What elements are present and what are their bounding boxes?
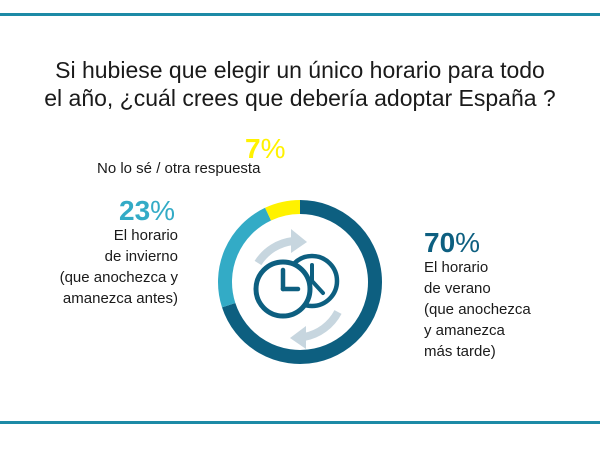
- pct-label-unsure: 7%: [245, 134, 285, 164]
- label-winter-line: El horario: [113, 227, 178, 244]
- pct-label-winter: 23%: [119, 196, 175, 226]
- top-rule: [0, 13, 600, 16]
- bottom-rule: [0, 421, 600, 424]
- title-line-2: el año, ¿cuál crees que debería adoptar …: [44, 85, 556, 111]
- label-summer: El horario de verano (que anochezca y am…: [424, 257, 531, 362]
- pct-sign-unsure: %: [260, 133, 286, 164]
- chart-title: Si hubiese que elegir un único horario p…: [10, 56, 590, 112]
- front-clock-icon: [253, 259, 313, 319]
- label-summer-line: El horario: [424, 259, 489, 276]
- label-summer-line: de verano: [424, 280, 491, 297]
- pct-label-summer: 70%: [424, 228, 480, 258]
- pct-value-summer: 70: [424, 227, 456, 258]
- label-summer-line: más tarde): [424, 343, 496, 360]
- pct-value-winter: 23: [119, 195, 151, 226]
- pct-value-unsure: 7: [245, 133, 261, 164]
- pct-sign-winter: %: [150, 195, 176, 226]
- label-summer-line: (que anochezca: [424, 301, 531, 318]
- donut-slice-winter: [218, 207, 272, 308]
- label-summer-line: y amanezca: [424, 322, 505, 339]
- donut-slice-unsure: [265, 200, 301, 221]
- donut-slice-summer: [222, 200, 382, 364]
- pct-sign-summer: %: [455, 227, 481, 258]
- label-unsure: No lo sé / otra respuesta: [97, 158, 260, 179]
- title-line-1: Si hubiese que elegir un único horario p…: [55, 57, 545, 83]
- label-winter-line: amanezca antes): [62, 290, 178, 307]
- label-winter-line: (que anochezca y: [59, 269, 178, 286]
- label-winter: El horario de invierno (que anochezca y …: [0, 225, 178, 309]
- clock-arrows-icon: [253, 229, 342, 349]
- label-unsure-line: No lo sé / otra respuesta: [97, 160, 261, 177]
- label-winter-line: de invierno: [104, 248, 178, 265]
